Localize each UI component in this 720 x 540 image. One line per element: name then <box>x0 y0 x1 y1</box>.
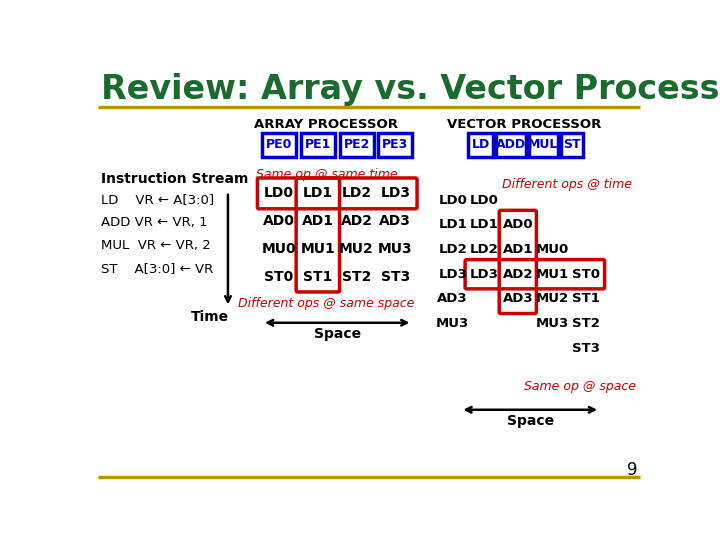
Text: ST3: ST3 <box>381 269 410 284</box>
Text: MU3: MU3 <box>535 317 569 330</box>
Text: ST: ST <box>563 138 581 151</box>
Text: LD2: LD2 <box>438 243 467 256</box>
Text: AD0: AD0 <box>503 219 533 232</box>
Bar <box>561 132 583 157</box>
Bar <box>340 132 374 157</box>
Text: LD2: LD2 <box>469 243 498 256</box>
Text: Review: Array vs. Vector Processors: Review: Array vs. Vector Processors <box>101 73 720 106</box>
Text: Different ops @ time: Different ops @ time <box>503 178 632 191</box>
Text: Same op @ same time: Same op @ same time <box>256 168 397 181</box>
Text: Same op @ space: Same op @ space <box>524 380 636 393</box>
Text: LD2: LD2 <box>341 186 372 200</box>
Text: AD1: AD1 <box>503 243 533 256</box>
Text: ST0: ST0 <box>264 269 294 284</box>
Text: AD0: AD0 <box>264 214 295 228</box>
Bar <box>262 132 296 157</box>
Text: MU3: MU3 <box>436 317 469 330</box>
Text: AD3: AD3 <box>503 292 533 306</box>
Text: LD0: LD0 <box>438 194 467 207</box>
Text: ST    A[3:0] ← VR: ST A[3:0] ← VR <box>101 262 213 275</box>
Text: LD    VR ← A[3:0]: LD VR ← A[3:0] <box>101 193 214 206</box>
Text: ADD VR ← VR, 1: ADD VR ← VR, 1 <box>101 216 207 229</box>
Text: PE3: PE3 <box>382 138 408 151</box>
Text: MU0: MU0 <box>535 243 569 256</box>
Text: PE2: PE2 <box>343 138 370 151</box>
Text: MU3: MU3 <box>378 242 413 256</box>
Text: MUL  VR ← VR, 2: MUL VR ← VR, 2 <box>101 239 210 252</box>
Text: PE0: PE0 <box>266 138 292 151</box>
Text: LD0: LD0 <box>264 186 294 200</box>
Bar <box>378 132 413 157</box>
Text: MU2: MU2 <box>339 242 374 256</box>
Text: Space: Space <box>314 327 361 341</box>
Text: Different ops @ same space: Different ops @ same space <box>238 297 415 310</box>
Text: MU2: MU2 <box>536 292 569 306</box>
Bar <box>528 132 558 157</box>
Text: AD2: AD2 <box>503 268 533 281</box>
Text: Time: Time <box>191 310 229 325</box>
Text: LD3: LD3 <box>380 186 410 200</box>
Text: ST1: ST1 <box>572 292 600 306</box>
Text: ST1: ST1 <box>303 269 333 284</box>
Bar <box>496 132 526 157</box>
Text: LD3: LD3 <box>469 268 498 281</box>
Text: MUL: MUL <box>528 138 559 151</box>
Text: ST3: ST3 <box>572 342 600 355</box>
Text: ST2: ST2 <box>572 317 600 330</box>
Text: ADD: ADD <box>496 138 526 151</box>
Text: AD3: AD3 <box>437 292 468 306</box>
Text: VECTOR PROCESSOR: VECTOR PROCESSOR <box>447 118 601 131</box>
Text: LD0: LD0 <box>469 194 498 207</box>
Text: ST0: ST0 <box>572 268 600 281</box>
Bar <box>301 132 335 157</box>
Text: 9: 9 <box>627 461 638 479</box>
Text: PE1: PE1 <box>305 138 331 151</box>
Text: LD1: LD1 <box>438 219 467 232</box>
Bar <box>468 132 493 157</box>
Text: Space: Space <box>507 414 554 428</box>
Text: MU1: MU1 <box>300 242 336 256</box>
Text: AD1: AD1 <box>302 214 334 228</box>
Text: LD3: LD3 <box>438 268 467 281</box>
Text: Instruction Stream: Instruction Stream <box>101 172 248 186</box>
Text: LD: LD <box>472 138 490 151</box>
Text: LD1: LD1 <box>303 186 333 200</box>
Text: ARRAY PROCESSOR: ARRAY PROCESSOR <box>254 118 398 131</box>
Text: MU1: MU1 <box>536 268 569 281</box>
Text: ST2: ST2 <box>342 269 372 284</box>
Text: LD1: LD1 <box>469 219 498 232</box>
Text: AD3: AD3 <box>379 214 411 228</box>
Text: AD2: AD2 <box>341 214 373 228</box>
Text: MU0: MU0 <box>262 242 297 256</box>
